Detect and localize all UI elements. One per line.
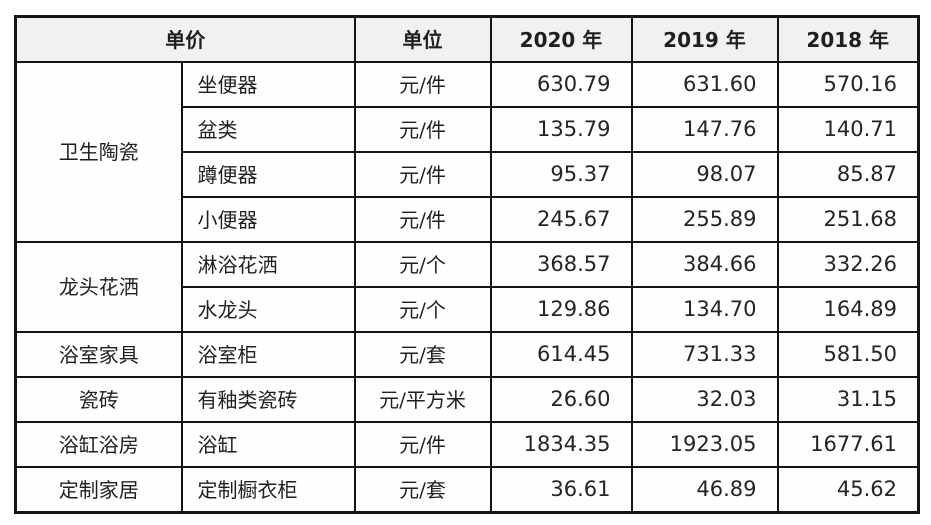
table-row: 水龙头 元/个 129.86 134.70 164.89 — [16, 286, 920, 333]
unit-cell: 元/个 — [353, 241, 492, 288]
value-cell-2018: 85.87 — [776, 151, 920, 198]
value-cell-2019: 731.33 — [630, 331, 779, 378]
item-cell: 定制橱衣柜 — [180, 466, 356, 514]
value-cell-2019: 384.66 — [630, 241, 779, 288]
table-row: 盆类 元/件 135.79 147.76 140.71 — [16, 106, 920, 153]
value-cell-2020: 36.61 — [489, 466, 633, 514]
item-cell: 有釉类瓷砖 — [180, 376, 356, 423]
item-cell: 浴室柜 — [180, 331, 356, 378]
item-cell: 盆类 — [180, 106, 356, 153]
unit-cell: 元/套 — [353, 331, 492, 378]
header-year-2019: 2019 年 — [630, 15, 779, 63]
item-cell: 浴缸 — [180, 421, 356, 468]
unit-cell: 元/套 — [353, 466, 492, 514]
unit-cell: 元/件 — [353, 421, 492, 468]
unit-cell: 元/件 — [353, 61, 492, 108]
value-cell-2020: 129.86 — [489, 286, 633, 333]
value-cell-2018: 31.15 — [776, 376, 920, 423]
header-unit: 单位 — [353, 15, 492, 63]
value-cell-2018: 45.62 — [776, 466, 920, 514]
unit-cell: 元/个 — [353, 286, 492, 333]
value-cell-2020: 95.37 — [489, 151, 633, 198]
unit-cell: 元/件 — [353, 106, 492, 153]
unit-cell: 元/件 — [353, 151, 492, 198]
table-row: 龙头花洒 淋浴花洒 元/个 368.57 384.66 332.26 — [14, 241, 920, 333]
value-cell-2019: 147.76 — [630, 106, 779, 153]
table-row: 小便器 元/件 245.67 255.89 251.68 — [16, 196, 920, 243]
value-cell-2020: 368.57 — [489, 241, 633, 288]
value-cell-2018: 332.26 — [776, 241, 920, 288]
category-cell: 定制家居 — [14, 466, 183, 514]
value-cell-2019: 98.07 — [630, 151, 779, 198]
table-row: 卫生陶瓷 坐便器 元/件 630.79 631.60 570.16 — [14, 61, 920, 243]
header-year-2018: 2018 年 — [776, 15, 920, 63]
value-cell-2020: 245.67 — [489, 196, 633, 243]
value-cell-2018: 251.68 — [776, 196, 920, 243]
table-row: 浴室家具 浴室柜 元/套 614.45 731.33 581.50 — [14, 331, 920, 378]
table-row: 蹲便器 元/件 95.37 98.07 85.87 — [16, 151, 920, 198]
table-header-row: 单价 单位 2020 年 2019 年 2018 年 — [14, 15, 920, 63]
value-cell-2018: 164.89 — [776, 286, 920, 333]
value-cell-2018: 581.50 — [776, 331, 920, 378]
category-cell: 瓷砖 — [14, 376, 183, 423]
category-cell: 卫生陶瓷 — [14, 61, 183, 243]
unit-cell: 元/件 — [353, 196, 492, 243]
value-cell-2020: 614.45 — [489, 331, 633, 378]
category-cell: 浴室家具 — [14, 331, 183, 378]
table-row: 瓷砖 有釉类瓷砖 元/平方米 26.60 32.03 31.15 — [14, 376, 920, 423]
item-cell: 小便器 — [180, 196, 356, 243]
value-cell-2019: 255.89 — [630, 196, 779, 243]
value-cell-2019: 46.89 — [630, 466, 779, 514]
table-row: 定制家居 定制橱衣柜 元/套 36.61 46.89 45.62 — [14, 466, 920, 514]
category-cell: 龙头花洒 — [14, 241, 183, 333]
value-cell-2018: 1677.61 — [776, 421, 920, 468]
value-cell-2019: 1923.05 — [630, 421, 779, 468]
value-cell-2019: 134.70 — [630, 286, 779, 333]
item-cell: 淋浴花洒 — [180, 241, 356, 288]
value-cell-2020: 1834.35 — [489, 421, 633, 468]
value-cell-2018: 570.16 — [776, 61, 920, 108]
value-cell-2018: 140.71 — [776, 106, 920, 153]
header-year-2020: 2020 年 — [489, 15, 633, 63]
value-cell-2020: 630.79 — [489, 61, 633, 108]
item-cell: 蹲便器 — [180, 151, 356, 198]
header-price: 单价 — [14, 15, 356, 63]
value-cell-2020: 135.79 — [489, 106, 633, 153]
value-cell-2019: 631.60 — [630, 61, 779, 108]
item-cell: 坐便器 — [180, 61, 356, 108]
value-cell-2020: 26.60 — [489, 376, 633, 423]
value-cell-2019: 32.03 — [630, 376, 779, 423]
unit-price-table: 单价 单位 2020 年 2019 年 2018 年 卫生陶瓷 坐便器 元/件 … — [14, 15, 920, 514]
table-row: 浴缸浴房 浴缸 元/件 1834.35 1923.05 1677.61 — [14, 421, 920, 468]
unit-cell: 元/平方米 — [353, 376, 492, 423]
item-cell: 水龙头 — [180, 286, 356, 333]
category-cell: 浴缸浴房 — [14, 421, 183, 468]
